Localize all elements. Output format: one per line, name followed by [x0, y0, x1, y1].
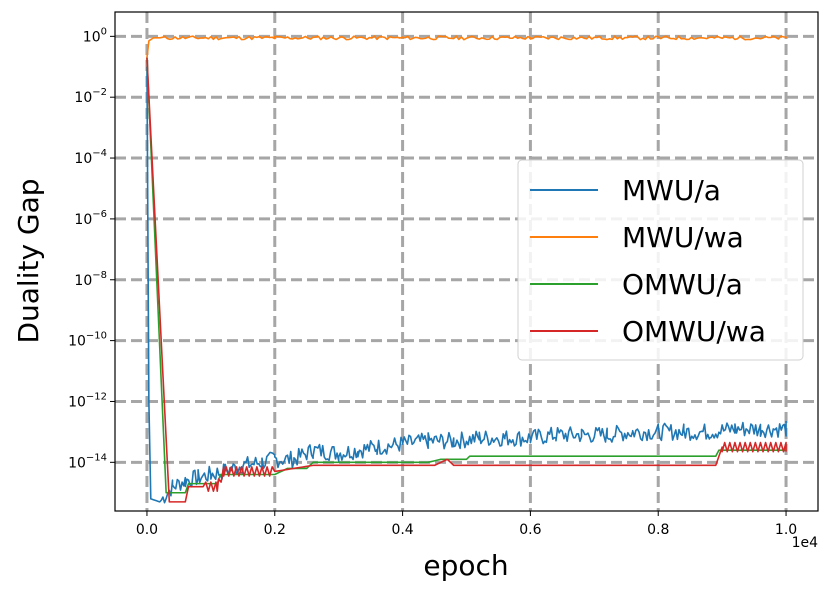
series-line [146, 35, 787, 58]
y-tick-label: 100 [83, 26, 107, 45]
series-line [146, 66, 787, 504]
x-tick-label: 0.0 [136, 522, 158, 538]
y-tick-label: 10−14 [68, 452, 107, 471]
y-tick-label: 10−8 [74, 270, 107, 289]
y-tick-label: 10−2 [74, 87, 107, 106]
y-tick-label: 10−6 [74, 209, 107, 228]
x-ticks: 0.0 0.2 0.4 0.6 0.8 1.0 [136, 511, 797, 538]
x-tick-label: 0.4 [391, 522, 413, 538]
y-axis-label: Duality Gap [12, 178, 45, 343]
y-ticks: 100 10−2 10−4 10−6 10−8 10−10 10−12 10−14 [68, 26, 115, 471]
legend-box [517, 159, 804, 361]
x-tick-label: 0.8 [647, 522, 669, 538]
grid-lines [115, 12, 818, 511]
plot-frame [114, 11, 819, 512]
legend-label: OMWU/wa [622, 315, 766, 348]
y-tick-label: 10−4 [74, 148, 107, 167]
series-lines [146, 35, 787, 504]
x-tick-label: 0.2 [264, 522, 286, 538]
x-tick-label: 1.0 [775, 522, 797, 538]
y-tick-label: 10−12 [68, 391, 107, 410]
x-axis-label: epoch [423, 549, 508, 582]
y-tick-label: 10−10 [68, 331, 107, 350]
x-tick-label: 0.6 [519, 522, 541, 538]
series-line [146, 57, 787, 494]
series-line [146, 57, 787, 503]
legend-label: OMWU/a [622, 268, 743, 301]
legend: MWU/a MWU/wa OMWU/a OMWU/wa [517, 159, 804, 361]
x-offset-label: 1e4 [792, 535, 819, 551]
legend-label: MWU/wa [622, 221, 744, 254]
legend-label: MWU/a [622, 174, 721, 207]
